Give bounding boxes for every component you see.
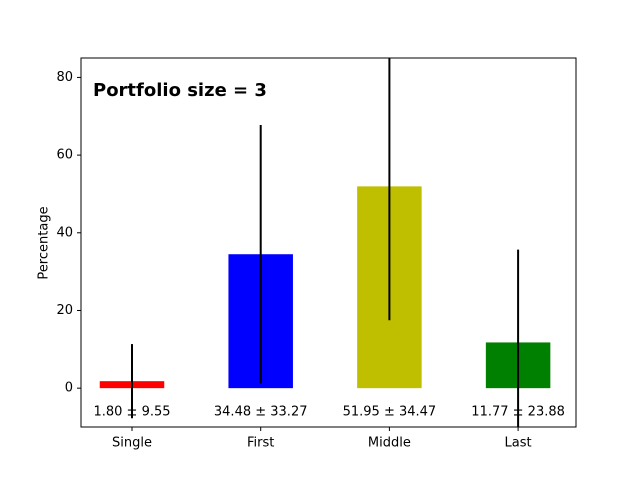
y-tick-label: 0 (65, 381, 73, 396)
y-tick-label: 40 (56, 225, 73, 240)
annotation: Portfolio size = 3 (93, 80, 267, 101)
value-label: 51.95 ± 34.47 (343, 405, 437, 420)
value-label: 11.77 ± 23.88 (471, 405, 565, 420)
value-label: 34.48 ± 33.27 (214, 405, 308, 420)
y-tick-label: 80 (56, 70, 73, 85)
plot-area (99, 58, 551, 427)
x-tick-label: Middle (368, 436, 411, 451)
y-axis-label: Percentage (37, 206, 52, 279)
axes-frame (80, 57, 577, 428)
x-tick-label: Single (112, 436, 152, 451)
x-tick-label: First (247, 436, 274, 451)
value-label: 1.80 ± 9.55 (93, 405, 170, 420)
x-tick-label: Last (505, 436, 532, 451)
y-tick-label: 60 (56, 148, 73, 163)
y-tick-label: 20 (56, 303, 73, 318)
